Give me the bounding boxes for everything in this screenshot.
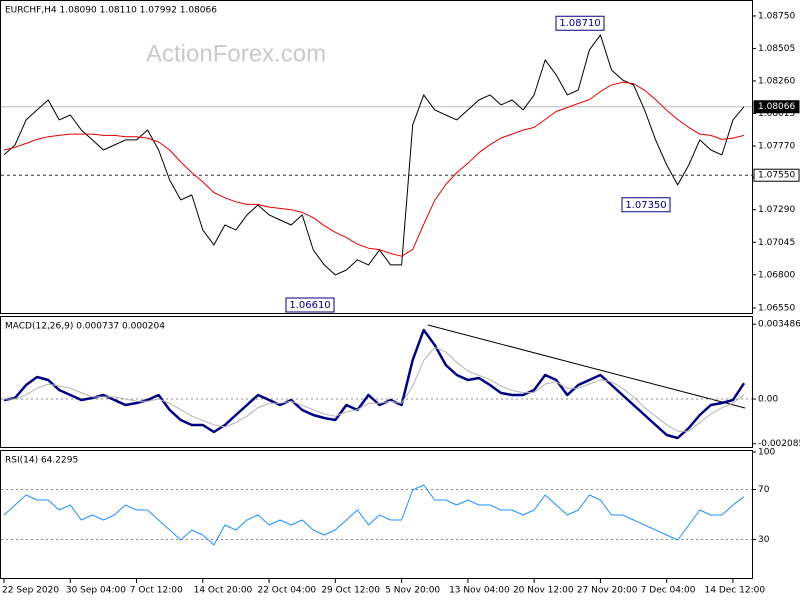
rsi-title: RSI(14) 64.2295 <box>5 456 78 466</box>
y-tick-label: 1.07770 <box>758 142 795 152</box>
y-tick-label: 1.08750 <box>758 11 795 21</box>
x-tick-label: 29 Oct 12:00 <box>321 586 380 596</box>
price-label: 1.07550 <box>758 171 795 181</box>
x-tick-label: 7 Dec 04:00 <box>641 586 696 596</box>
y-tick-label: 0.003486 <box>758 320 800 330</box>
series-line <box>3 81 745 257</box>
price-label: 1.08066 <box>758 102 795 112</box>
x-tick-label: 22 Sep 2020 <box>2 586 59 596</box>
price-title: EURCHF,H4 1.08090 1.08110 1.07992 1.0806… <box>5 6 217 16</box>
x-tick-label: 13 Nov 04:00 <box>449 586 510 596</box>
series-line <box>3 484 745 546</box>
x-tick-label: 5 Nov 20:00 <box>385 586 440 596</box>
y-tick-label: 30 <box>758 535 770 545</box>
y-tick-label: -0.002085 <box>758 439 800 449</box>
y-tick-label: 1.07045 <box>758 238 795 248</box>
annotation-label: 1.06610 <box>289 300 330 311</box>
y-tick-label: 1.06800 <box>758 270 795 280</box>
series-line <box>3 328 746 440</box>
x-tick-label: 14 Oct 20:00 <box>194 586 253 596</box>
y-tick-label: 1.06550 <box>758 303 795 313</box>
y-tick-label: 1.07290 <box>758 205 795 215</box>
x-tick-label: 14 Dec 12:00 <box>705 586 766 596</box>
x-tick-label: 20 Nov 12:00 <box>513 586 574 596</box>
watermark: ActionForex.com <box>146 40 326 67</box>
y-tick-label: 70 <box>758 485 770 495</box>
annotation-box <box>285 297 335 313</box>
x-tick-label: 22 Oct 04:00 <box>257 586 316 596</box>
price-label-box <box>753 100 800 114</box>
x-tick-label: 7 Oct 12:00 <box>130 586 183 596</box>
y-tick-label: 1.08260 <box>758 76 795 86</box>
trend-line <box>427 324 746 409</box>
annotation-box <box>621 197 671 213</box>
series-line <box>4 347 745 432</box>
series-line <box>3 34 745 276</box>
x-tick-label: 30 Sep 04:00 <box>66 586 126 596</box>
annotation-box <box>555 15 605 31</box>
y-tick-label: 1.08505 <box>758 44 795 54</box>
y-tick-label: 100 <box>758 448 775 458</box>
y-tick-label: 0.00 <box>758 395 778 405</box>
macd-frame <box>0 316 753 448</box>
price-label-box <box>753 168 800 182</box>
y-tick-label: 1.08015 <box>758 109 795 119</box>
macd-title: MACD(12,26,9) 0.000737 0.000204 <box>5 322 165 332</box>
x-tick-label: 27 Nov 20:00 <box>577 586 638 596</box>
rsi-frame <box>0 450 753 579</box>
price-frame <box>0 0 753 314</box>
annotation-label: 1.08710 <box>559 18 600 29</box>
annotation-label: 1.07350 <box>625 200 666 211</box>
